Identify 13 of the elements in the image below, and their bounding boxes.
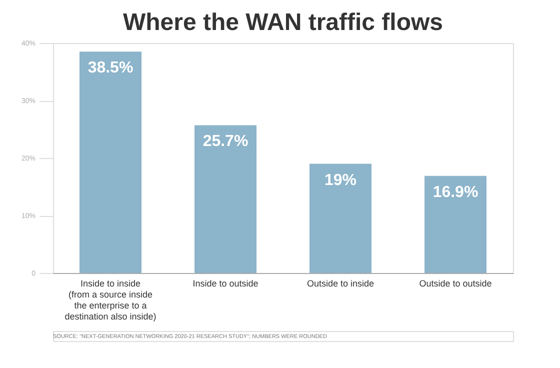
data-label: 38.5% — [88, 60, 134, 77]
x-tick-label: Outside to outside — [419, 278, 492, 288]
x-tick-label: Inside to outside — [192, 278, 258, 288]
bar — [80, 52, 142, 273]
x-tick-label: Outside to inside — [306, 278, 374, 288]
chart-title: Where the WAN traffic flows — [122, 9, 444, 36]
bar — [194, 125, 256, 273]
data-label: 16.9% — [432, 184, 478, 201]
data-label: 19% — [324, 172, 357, 189]
x-tick-label: Inside to inside (from a source inside the enterprise to a destination also inside) — [64, 278, 156, 322]
bar — [424, 176, 486, 273]
data-label: 25.7% — [202, 133, 248, 150]
bar — [310, 164, 372, 273]
